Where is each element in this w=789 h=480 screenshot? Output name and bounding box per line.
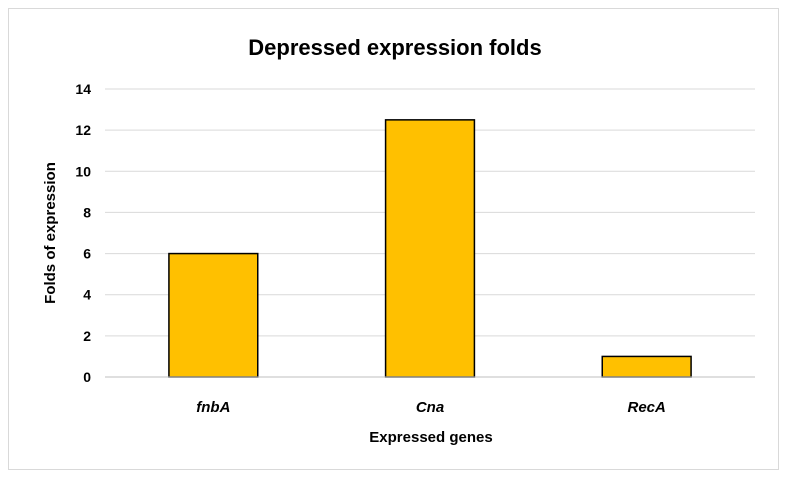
y-tick-label: 6 [83, 246, 91, 262]
y-tick-label: 0 [83, 369, 91, 385]
y-tick-labels: 0 2 4 6 8 10 12 14 [75, 81, 91, 385]
y-tick-label: 10 [75, 163, 91, 179]
y-tick-label: 4 [83, 287, 91, 303]
bar-reca [601, 355, 692, 378]
y-tick-label: 2 [83, 328, 91, 344]
x-category-label-reca: RecA [627, 399, 665, 416]
y-axis-title: Folds of expression [42, 162, 59, 304]
chart-title: Depressed expression folds [248, 35, 541, 60]
y-tick-label: 12 [75, 122, 91, 138]
chart-frame: Depressed expression folds 0 2 4 6 8 10 12 14 f… [8, 8, 779, 470]
bar-fnba [168, 252, 259, 378]
bar-chart: Depressed expression folds 0 2 4 6 8 10 12 14 f… [42, 35, 755, 446]
bar-cna [384, 119, 476, 378]
y-tick-label: 14 [75, 81, 91, 97]
x-axis-title: Expressed genes [369, 429, 492, 446]
bars [168, 119, 692, 378]
x-category-label-fnba: fnbA [196, 399, 230, 416]
x-category-labels: fnbA Cna RecA [196, 399, 666, 416]
y-tick-label: 8 [83, 204, 91, 220]
x-category-label-cna: Cna [416, 399, 444, 416]
